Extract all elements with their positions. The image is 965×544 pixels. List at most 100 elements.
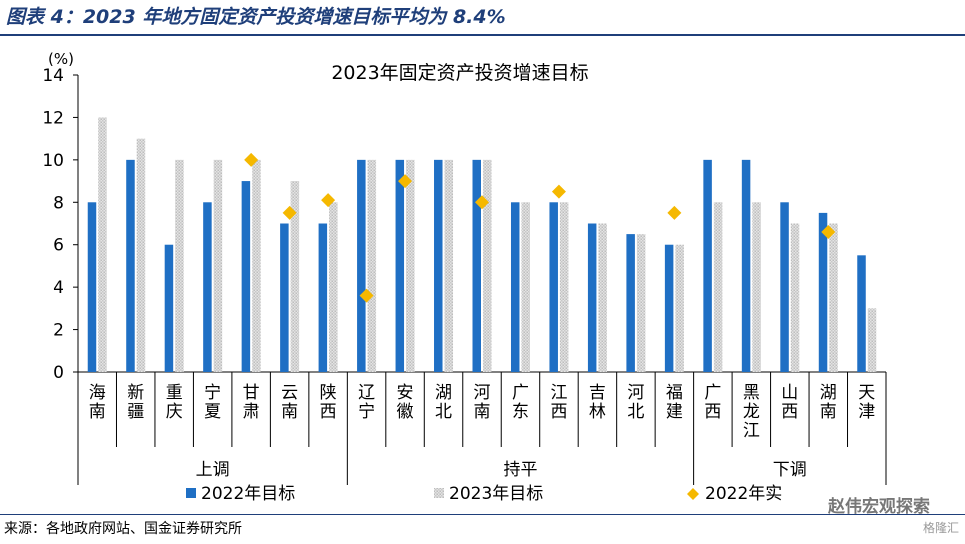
x-category-label: 龙 <box>743 402 760 422</box>
legend-swatch-2022-target <box>186 488 196 498</box>
x-category-label: 南 <box>474 402 491 422</box>
x-category-label: 山 <box>781 383 798 403</box>
x-category-label: 湖 <box>435 383 452 403</box>
bar-2023-target <box>406 159 415 372</box>
y-tick-label: 14 <box>42 66 64 86</box>
bar-2023-target <box>867 308 877 372</box>
bar-2023-target <box>829 223 838 372</box>
marker-2022-actual <box>398 174 413 189</box>
x-category-label: 南 <box>281 402 298 422</box>
x-category-label: 北 <box>435 402 452 422</box>
x-category-label: 黑 <box>743 383 760 403</box>
x-category-label: 湖 <box>820 383 837 403</box>
bar-2022-target <box>164 244 174 372</box>
x-category-label: 新 <box>127 383 144 403</box>
y-tick-label: 12 <box>42 108 64 128</box>
x-category-label: 甘 <box>243 383 260 403</box>
bar-2023-target <box>483 159 492 372</box>
bar-2022-target <box>126 159 135 372</box>
bottom-rule <box>0 514 965 515</box>
bar-2022-target <box>587 223 597 372</box>
x-category-label: 徽 <box>397 402 414 422</box>
marker-2022-actual <box>282 205 297 220</box>
x-category-label: 天 <box>858 383 875 403</box>
y-tick-label: 6 <box>53 236 64 256</box>
y-axis-unit-label: (%) <box>48 50 74 68</box>
x-category-label: 江 <box>743 421 760 441</box>
x-category-label: 西 <box>320 402 337 422</box>
legend-swatch-2023-target <box>434 488 444 498</box>
bar-2023-target <box>559 202 569 372</box>
x-category-label: 北 <box>627 402 644 422</box>
x-category-label: 建 <box>666 402 683 422</box>
bar-2022-target <box>241 181 251 372</box>
x-category-label: 安 <box>397 383 414 403</box>
source-note: 来源：各地政府网站、国金证券研究所 <box>4 521 242 537</box>
group-label: 持平 <box>503 460 537 480</box>
bar-2023-target <box>752 202 761 372</box>
bar-2023-target <box>136 138 146 372</box>
marker-2022-actual <box>667 205 682 220</box>
x-category-label: 东 <box>512 402 529 422</box>
bar-2022-target <box>626 234 635 372</box>
y-tick-label: 10 <box>42 151 64 171</box>
bar-2022-target <box>703 159 712 372</box>
x-category-label: 广 <box>512 383 529 403</box>
x-category-label: 宁 <box>358 402 375 422</box>
bar-2022-target <box>510 202 520 372</box>
group-label: 下调 <box>773 460 807 480</box>
x-category-label: 海 <box>89 383 106 403</box>
bar-2023-target <box>98 117 107 372</box>
marker-2022-actual <box>321 193 336 208</box>
marker-2022-actual <box>244 152 259 167</box>
x-category-label: 陕 <box>320 383 337 403</box>
legend-label-2023-target: 2023年目标 <box>449 484 543 504</box>
group-label: 上调 <box>196 460 230 480</box>
bar-2023-target <box>290 181 300 372</box>
x-category-label: 吉 <box>589 383 606 403</box>
chart: 2023年固定资产投资增速目标(%)02468101214海南新疆重庆宁夏甘肃云… <box>42 50 887 504</box>
x-category-label: 辽 <box>358 383 375 403</box>
x-category-label: 西 <box>704 402 721 422</box>
watermark-small: 格隆汇 <box>922 521 959 535</box>
x-category-label: 广 <box>704 383 721 403</box>
bar-2022-target <box>203 202 212 372</box>
bar-2023-target <box>636 234 646 372</box>
bar-2023-target <box>329 202 338 372</box>
x-category-label: 庆 <box>166 402 183 422</box>
bar-2023-target <box>252 159 261 372</box>
legend-swatch-2022-actual <box>687 488 699 500</box>
bar-2023-target <box>175 159 184 372</box>
bar-2023-target <box>790 223 800 372</box>
bar-2022-target <box>280 223 289 372</box>
marker-2022-actual <box>551 184 566 199</box>
watermark: 赵伟宏观探索 <box>828 497 930 517</box>
x-category-label: 夏 <box>204 402 221 422</box>
top-rule <box>0 34 965 36</box>
x-category-label: 西 <box>781 402 798 422</box>
legend-label-2022-target: 2022年目标 <box>201 484 295 504</box>
bar-2023-target <box>521 202 530 372</box>
bar-2022-target <box>741 159 751 372</box>
figure-title: 图表 4：2023 年地方固定资产投资增速目标平均为 8.4% <box>6 6 506 28</box>
bar-2023-target <box>444 159 454 372</box>
bar-2022-target <box>664 244 674 372</box>
bar-2022-target <box>857 255 866 372</box>
x-category-label: 河 <box>627 383 644 403</box>
chart-title: 2023年固定资产投资增速目标 <box>331 62 588 84</box>
x-category-label: 南 <box>820 402 837 422</box>
bar-2023-target <box>598 223 607 372</box>
bar-2022-target <box>434 159 443 372</box>
bar-2022-target <box>780 202 789 372</box>
bar-2022-target <box>472 159 481 372</box>
x-category-label: 福 <box>666 383 683 403</box>
bar-2022-target <box>318 223 328 372</box>
y-tick-label: 8 <box>53 193 64 213</box>
x-category-label: 河 <box>474 383 491 403</box>
y-tick-label: 2 <box>53 321 64 341</box>
x-category-label: 津 <box>858 402 875 422</box>
bar-2023-target <box>213 159 223 372</box>
bar-2023-target <box>675 244 684 372</box>
bar-2022-target <box>395 159 405 372</box>
y-tick-label: 4 <box>53 278 64 298</box>
